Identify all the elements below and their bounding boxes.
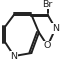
Text: N: N [11,52,18,61]
Text: N: N [52,24,59,33]
Text: O: O [44,41,51,50]
Text: Br: Br [42,0,53,9]
